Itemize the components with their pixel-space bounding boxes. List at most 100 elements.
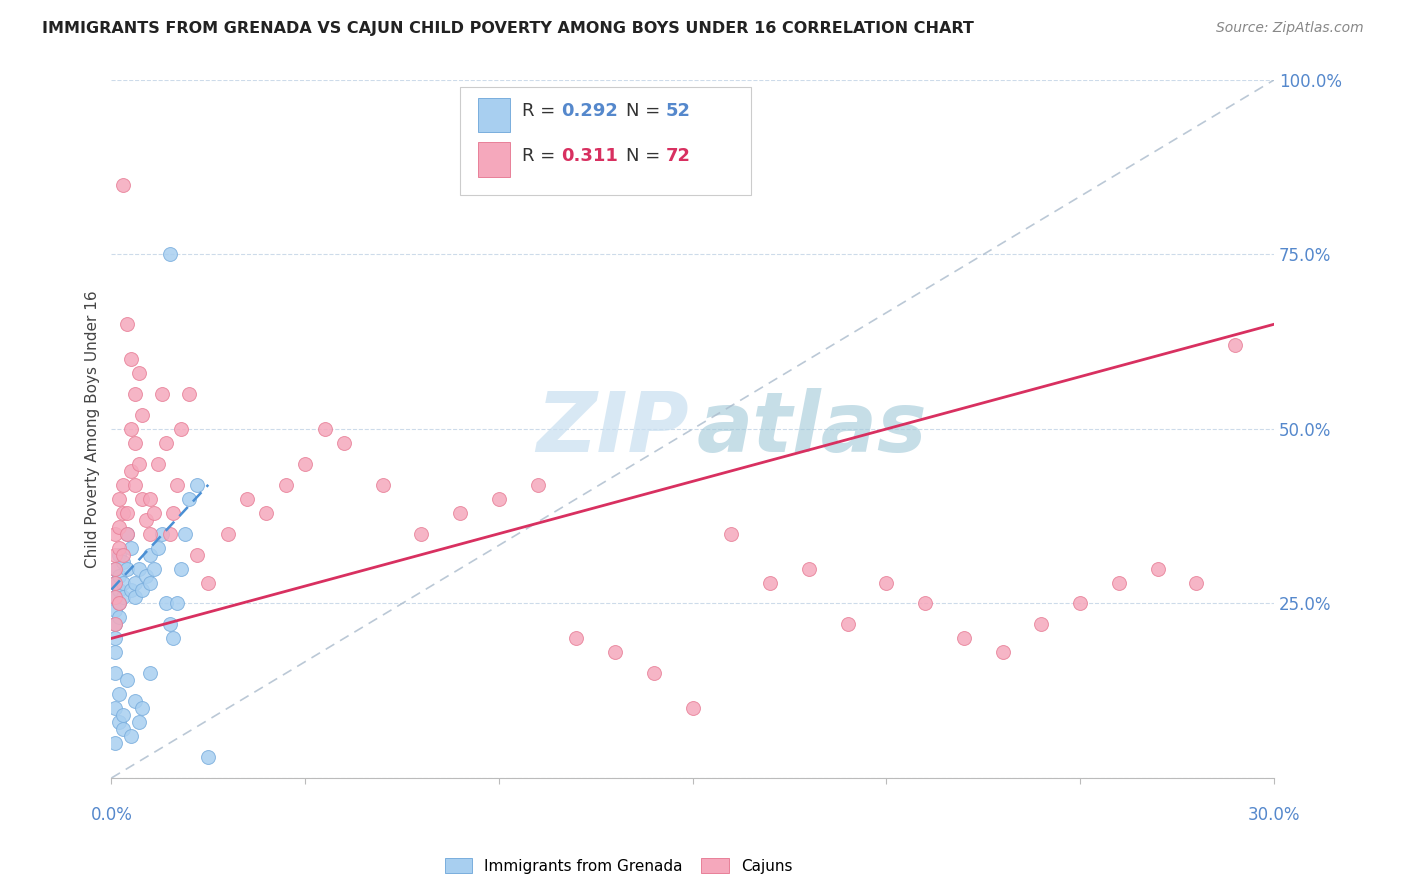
Point <box>1031 617 1053 632</box>
Legend: Immigrants from Grenada, Cajuns: Immigrants from Grenada, Cajuns <box>439 852 799 880</box>
Point <box>875 575 897 590</box>
Point <box>155 436 177 450</box>
Point <box>254 506 277 520</box>
Point <box>104 617 127 632</box>
Point <box>682 701 704 715</box>
Point <box>112 506 135 520</box>
FancyBboxPatch shape <box>460 87 751 195</box>
Point <box>236 491 259 506</box>
Point <box>104 561 127 575</box>
Point <box>135 513 157 527</box>
Point <box>104 590 127 604</box>
Point <box>104 617 127 632</box>
Point <box>526 478 548 492</box>
Point <box>143 561 166 575</box>
Point <box>108 519 131 533</box>
Point <box>150 526 173 541</box>
Point <box>953 632 976 646</box>
Text: N =: N = <box>627 103 666 120</box>
Point <box>166 478 188 492</box>
Point <box>565 632 588 646</box>
Point <box>108 687 131 701</box>
Point <box>217 526 239 541</box>
Point <box>112 555 135 569</box>
Point <box>104 590 127 604</box>
Point <box>124 590 146 604</box>
Point <box>170 561 193 575</box>
Point <box>108 541 131 555</box>
Point <box>120 352 142 367</box>
Point <box>411 526 433 541</box>
Point <box>1185 575 1208 590</box>
Point <box>197 575 219 590</box>
Text: R =: R = <box>522 147 567 165</box>
Point <box>112 575 135 590</box>
Point <box>124 478 146 492</box>
Point <box>108 582 131 597</box>
Point <box>112 178 135 192</box>
Text: 30.0%: 30.0% <box>1247 806 1301 824</box>
Point <box>1069 597 1091 611</box>
Point <box>143 506 166 520</box>
Point <box>135 568 157 582</box>
Point <box>837 617 859 632</box>
Point <box>139 666 162 681</box>
Point <box>146 541 169 555</box>
Point <box>914 597 936 611</box>
Point <box>131 491 153 506</box>
Point <box>162 632 184 646</box>
Point <box>333 436 356 450</box>
Text: IMMIGRANTS FROM GRENADA VS CAJUN CHILD POVERTY AMONG BOYS UNDER 16 CORRELATION C: IMMIGRANTS FROM GRENADA VS CAJUN CHILD P… <box>42 21 974 36</box>
Point <box>197 750 219 764</box>
Point <box>108 715 131 730</box>
FancyBboxPatch shape <box>478 97 510 132</box>
Point <box>294 457 316 471</box>
Text: 0.0%: 0.0% <box>90 806 132 824</box>
Point <box>115 526 138 541</box>
Point <box>797 561 820 575</box>
Point <box>177 491 200 506</box>
Point <box>150 387 173 401</box>
Point <box>112 722 135 736</box>
Text: 52: 52 <box>666 103 690 120</box>
Point <box>120 582 142 597</box>
Text: atlas: atlas <box>696 389 927 469</box>
Point <box>128 561 150 575</box>
Point <box>128 715 150 730</box>
Point <box>128 366 150 380</box>
Point <box>159 526 181 541</box>
Text: Source: ZipAtlas.com: Source: ZipAtlas.com <box>1216 21 1364 35</box>
Point <box>488 491 510 506</box>
Point <box>139 491 162 506</box>
Point <box>104 645 127 659</box>
Point <box>449 506 471 520</box>
Text: 0.292: 0.292 <box>561 103 619 120</box>
FancyBboxPatch shape <box>478 142 510 177</box>
Point <box>104 575 127 590</box>
Point <box>124 436 146 450</box>
Point <box>104 632 127 646</box>
Point <box>120 422 142 436</box>
Point <box>139 526 162 541</box>
Point <box>104 736 127 750</box>
Point <box>115 526 138 541</box>
Text: 0.311: 0.311 <box>561 147 619 165</box>
Point <box>155 597 177 611</box>
Point <box>124 575 146 590</box>
Text: ZIP: ZIP <box>537 389 689 469</box>
Point <box>166 597 188 611</box>
Point <box>131 582 153 597</box>
Point <box>170 422 193 436</box>
Point <box>104 666 127 681</box>
Point <box>139 575 162 590</box>
Point <box>991 645 1014 659</box>
Point <box>112 478 135 492</box>
Point <box>108 548 131 562</box>
Point <box>371 478 394 492</box>
Point <box>605 645 627 659</box>
Point <box>112 708 135 723</box>
Point <box>759 575 782 590</box>
Point <box>112 548 135 562</box>
Point <box>115 506 138 520</box>
Point <box>314 422 336 436</box>
